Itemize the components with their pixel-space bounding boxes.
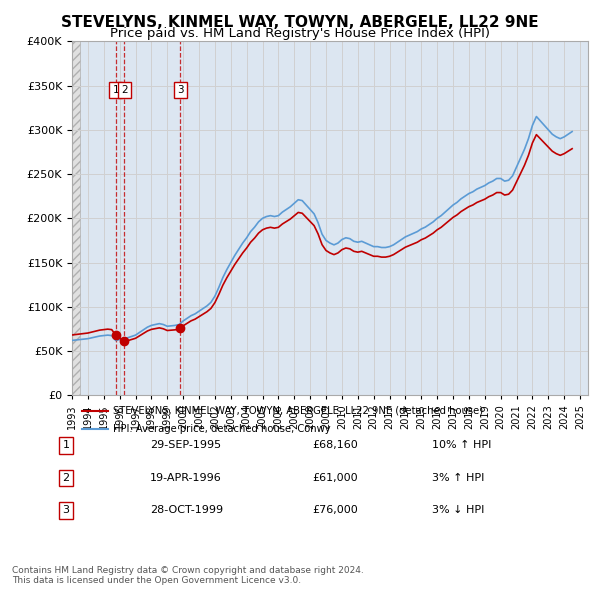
Text: STEVELYNS, KINMEL WAY, TOWYN, ABERGELE, LL22 9NE: STEVELYNS, KINMEL WAY, TOWYN, ABERGELE, … <box>61 15 539 30</box>
Text: 2: 2 <box>62 473 70 483</box>
Text: 28-OCT-1999: 28-OCT-1999 <box>150 506 223 515</box>
Text: 19-APR-1996: 19-APR-1996 <box>150 473 222 483</box>
Bar <box>72 41 80 395</box>
Text: £76,000: £76,000 <box>312 506 358 515</box>
Text: 1: 1 <box>62 441 70 450</box>
Text: STEVELYNS, KINMEL WAY, TOWYN, ABERGELE, LL22 9NE (detached house): STEVELYNS, KINMEL WAY, TOWYN, ABERGELE, … <box>113 406 484 416</box>
Text: 3: 3 <box>62 506 70 515</box>
Text: £68,160: £68,160 <box>312 441 358 450</box>
Text: 1: 1 <box>112 85 119 95</box>
Text: Price paid vs. HM Land Registry's House Price Index (HPI): Price paid vs. HM Land Registry's House … <box>110 27 490 40</box>
Text: 10% ↑ HPI: 10% ↑ HPI <box>432 441 491 450</box>
Text: Contains HM Land Registry data © Crown copyright and database right 2024.: Contains HM Land Registry data © Crown c… <box>12 566 364 575</box>
Text: This data is licensed under the Open Government Licence v3.0.: This data is licensed under the Open Gov… <box>12 576 301 585</box>
Text: 3% ↑ HPI: 3% ↑ HPI <box>432 473 484 483</box>
Text: 29-SEP-1995: 29-SEP-1995 <box>150 441 221 450</box>
Text: 3: 3 <box>177 85 184 95</box>
Text: 2: 2 <box>121 85 128 95</box>
Text: £61,000: £61,000 <box>312 473 358 483</box>
Text: HPI: Average price, detached house, Conwy: HPI: Average price, detached house, Conw… <box>113 424 331 434</box>
Text: 3% ↓ HPI: 3% ↓ HPI <box>432 506 484 515</box>
